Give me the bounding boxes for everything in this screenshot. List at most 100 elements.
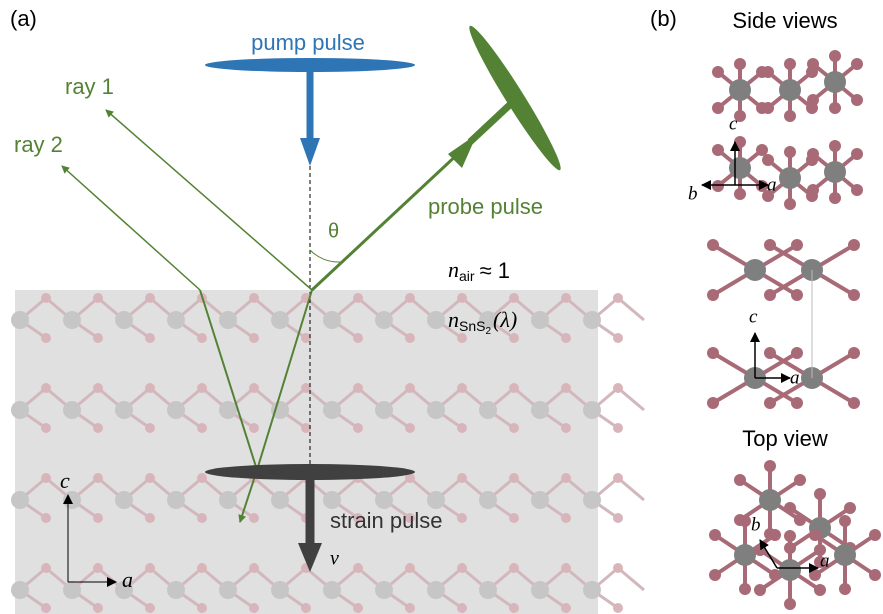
sulfur-atom: [712, 180, 724, 192]
sulfur-atom: [93, 603, 103, 613]
sulfur-atom: [764, 397, 776, 409]
tin-atom: [167, 581, 185, 599]
tin-atom: [167, 491, 185, 509]
sulfur-atom: [145, 513, 155, 523]
sulfur-atom: [197, 563, 207, 573]
tin-atom: [271, 581, 289, 599]
sulfur-atom: [839, 583, 851, 595]
tin-atom: [531, 311, 549, 329]
tin-atom: [63, 311, 81, 329]
tin-atom: [219, 581, 237, 599]
tin-atom: [323, 311, 341, 329]
tin-atom: [583, 581, 601, 599]
sulfur-atom: [709, 569, 721, 581]
tin-atom: [583, 491, 601, 509]
sulfur-atom: [249, 333, 259, 343]
tin-atom: [729, 79, 751, 101]
sulfur-atom: [405, 603, 415, 613]
tin-atom: [824, 71, 846, 93]
tin-atom: [167, 401, 185, 419]
sulfur-atom: [784, 598, 796, 610]
tin-atom: [479, 491, 497, 509]
sulfur-atom: [509, 383, 519, 393]
tin-atom: [115, 491, 133, 509]
axis-label: b: [688, 183, 698, 204]
sulfur-atom: [457, 293, 467, 303]
sulfur-atom: [509, 563, 519, 573]
sulfur-atom: [457, 563, 467, 573]
sulfur-atom: [249, 563, 259, 573]
sulfur-atom: [791, 347, 803, 359]
ray1-label: ray 1: [65, 74, 114, 99]
tin-atom: [824, 161, 846, 183]
tin-atom: [729, 157, 751, 179]
sulfur-atom: [613, 383, 623, 393]
sulfur-atom: [848, 397, 860, 409]
sulfur-atom: [509, 473, 519, 483]
sulfur-atom: [41, 333, 51, 343]
tin-atom: [271, 311, 289, 329]
tin-atom: [375, 581, 393, 599]
sulfur-atom: [613, 293, 623, 303]
sulfur-atom: [93, 383, 103, 393]
sulfur-atom: [613, 603, 623, 613]
subscript: SnS: [459, 318, 485, 334]
tin-atom: [11, 581, 29, 599]
tin-atom: [323, 491, 341, 509]
tin-atom: [744, 259, 766, 281]
tin-atom: [583, 311, 601, 329]
tin-atom: [115, 401, 133, 419]
probe-arrow: [470, 100, 515, 142]
sulfur-atom: [807, 184, 819, 196]
sulfur-atom: [707, 239, 719, 251]
sulfur-atom: [353, 383, 363, 393]
sulfur-atom: [301, 603, 311, 613]
sulfur-atom: [145, 473, 155, 483]
sulfur-atom: [754, 584, 766, 596]
sulfur-atom: [613, 473, 623, 483]
sulfur-atom: [829, 140, 841, 152]
sulfur-atom: [353, 563, 363, 573]
sulfur-atom: [93, 293, 103, 303]
symbol: n: [448, 307, 459, 332]
panel-label: (a): [10, 6, 37, 31]
axis-label: c: [729, 113, 738, 134]
ray2-label: ray 2: [14, 132, 63, 157]
sulfur-atom: [145, 603, 155, 613]
sulfur-atom: [509, 423, 519, 433]
n-air: nair≈ 1: [448, 257, 510, 284]
bond: [618, 568, 644, 590]
sulfur-atom: [197, 513, 207, 523]
tin-atom: [375, 491, 393, 509]
sulfur-atom: [807, 148, 819, 160]
sulfur-atom: [457, 473, 467, 483]
axis-label: a: [767, 174, 777, 195]
sulfur-atom: [762, 154, 774, 166]
sulfur-atom: [353, 603, 363, 613]
sulfur-atom: [791, 397, 803, 409]
sulfur-atom: [41, 603, 51, 613]
tin-atom: [11, 491, 29, 509]
sulfur-atom: [93, 473, 103, 483]
sulfur-atom: [712, 66, 724, 78]
sulfur-atom: [739, 515, 751, 527]
sulfur-atom: [457, 333, 467, 343]
sulfur-atom: [814, 488, 826, 500]
sulfur-atom: [93, 563, 103, 573]
sulfur-atom: [807, 58, 819, 70]
tin-atom: [479, 401, 497, 419]
bond: [618, 388, 644, 410]
tin-atom: [583, 401, 601, 419]
sulfur-atom: [613, 563, 623, 573]
sulfur-atom: [509, 603, 519, 613]
rest: ≈ 1: [480, 258, 510, 283]
subscript: air: [459, 268, 475, 284]
sulfur-atom: [197, 383, 207, 393]
sulfur-atom: [561, 563, 571, 573]
sulfur-atom: [764, 289, 776, 301]
tin-atom: [63, 401, 81, 419]
tin-atom: [271, 491, 289, 509]
sulfur-atom: [707, 347, 719, 359]
tin-atom: [834, 544, 856, 566]
sulfur-atom: [41, 563, 51, 573]
